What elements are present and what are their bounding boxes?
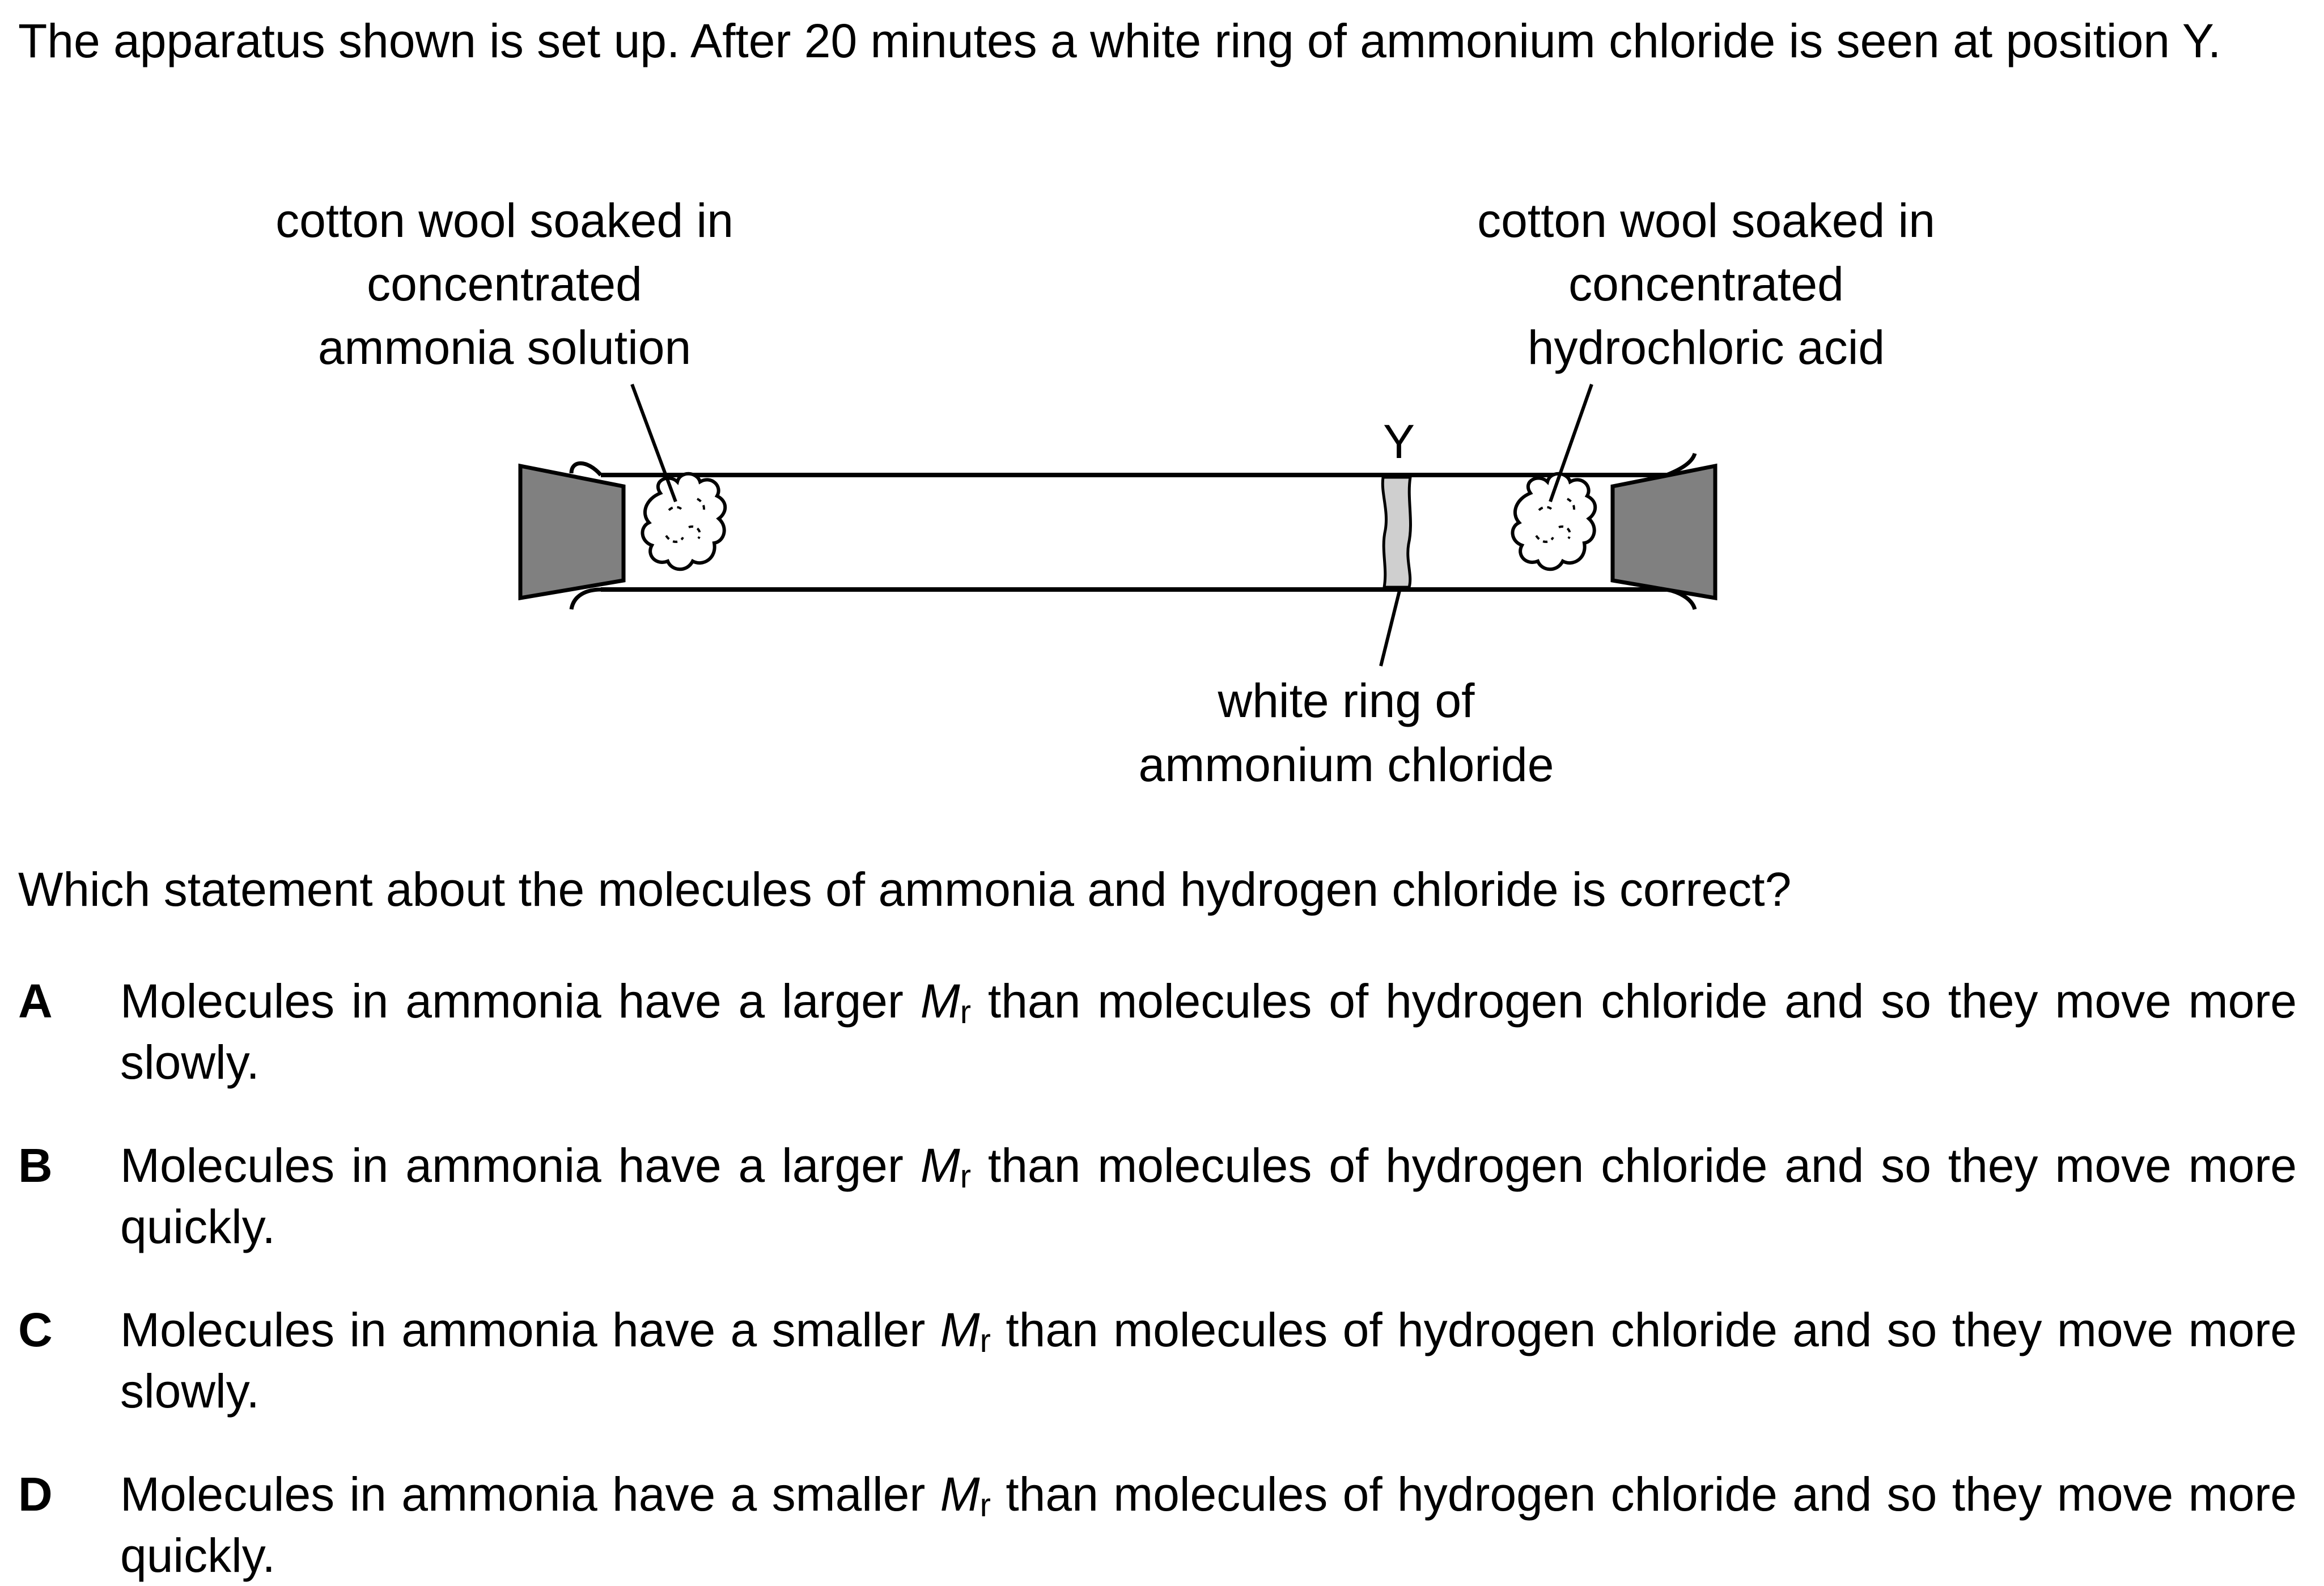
option-c-subscript: r (979, 1322, 991, 1359)
right-cotton-wool (1511, 472, 1597, 571)
option-a-symbol: M (920, 974, 960, 1028)
intro-text: The apparatus shown is set up. After 20 … (18, 14, 2221, 67)
option-b-subscript: r (960, 1158, 972, 1195)
glass-tube (569, 452, 1697, 610)
option-d-mr: Mr (940, 1468, 991, 1524)
option-c-letter: C (18, 1303, 53, 1356)
option-d-after: than molecules of hydrogen chloride and … (120, 1468, 2297, 1582)
ring-label-leader (1379, 588, 1402, 667)
option-a-text: Molecules in ammonia have a larger Mr th… (120, 970, 2297, 1093)
right-label-line-2: concentrated (1568, 257, 1844, 311)
position-y-label: Y (1383, 415, 1415, 468)
right-stopper (1610, 463, 1717, 601)
option-a-before: Molecules in ammonia have a larger (120, 974, 921, 1028)
left-label-line-2: concentrated (367, 257, 642, 311)
option-c-before: Molecules in ammonia have a smaller (120, 1303, 940, 1356)
option-d-before: Molecules in ammonia have a smaller (120, 1468, 940, 1521)
option-a-after: than molecules of hydrogen chloride and … (120, 974, 2297, 1089)
option-b-after: than molecules of hydrogen chloride and … (120, 1139, 2297, 1253)
right-label-line-1: cotton wool soaked in (1477, 194, 1935, 247)
ring-label-line-1: white ring of (1218, 674, 1475, 727)
left-label-leader (630, 383, 677, 503)
option-d-letter: D (18, 1468, 53, 1521)
question-text: Which statement about the molecules of a… (18, 863, 1792, 916)
option-d-symbol: M (940, 1468, 980, 1521)
ammonium-chloride-ring (1381, 476, 1412, 589)
right-label-leader (1549, 384, 1593, 502)
ring-label-line-2: ammonium chloride (1139, 738, 1554, 791)
option-c-symbol: M (940, 1303, 980, 1356)
right-label-line-3: hydrochloric acid (1528, 321, 1885, 374)
left-label-line-3: ammonia solution (318, 321, 691, 374)
option-b-letter: B (18, 1139, 53, 1192)
option-a-mr: Mr (920, 974, 972, 1031)
option-c-after: than molecules of hydrogen chloride and … (120, 1303, 2297, 1418)
option-c-mr: Mr (940, 1303, 991, 1359)
option-d-text: Molecules in ammonia have a smaller Mr t… (120, 1464, 2297, 1586)
option-b-text: Molecules in ammonia have a larger Mr th… (120, 1135, 2297, 1257)
option-b-symbol: M (920, 1139, 960, 1192)
option-a-letter: A (18, 974, 53, 1028)
option-b-mr: Mr (920, 1139, 972, 1195)
apparatus-diagram: cotton wool soaked in concentrated ammon… (275, 194, 1935, 791)
option-c-text: Molecules in ammonia have a smaller Mr t… (120, 1299, 2297, 1422)
left-cotton-wool (641, 472, 727, 571)
option-b-before: Molecules in ammonia have a larger (120, 1139, 921, 1192)
option-d-subscript: r (979, 1487, 991, 1524)
option-a-subscript: r (960, 994, 972, 1031)
left-stopper (518, 463, 626, 601)
left-label-line-1: cotton wool soaked in (275, 194, 733, 247)
